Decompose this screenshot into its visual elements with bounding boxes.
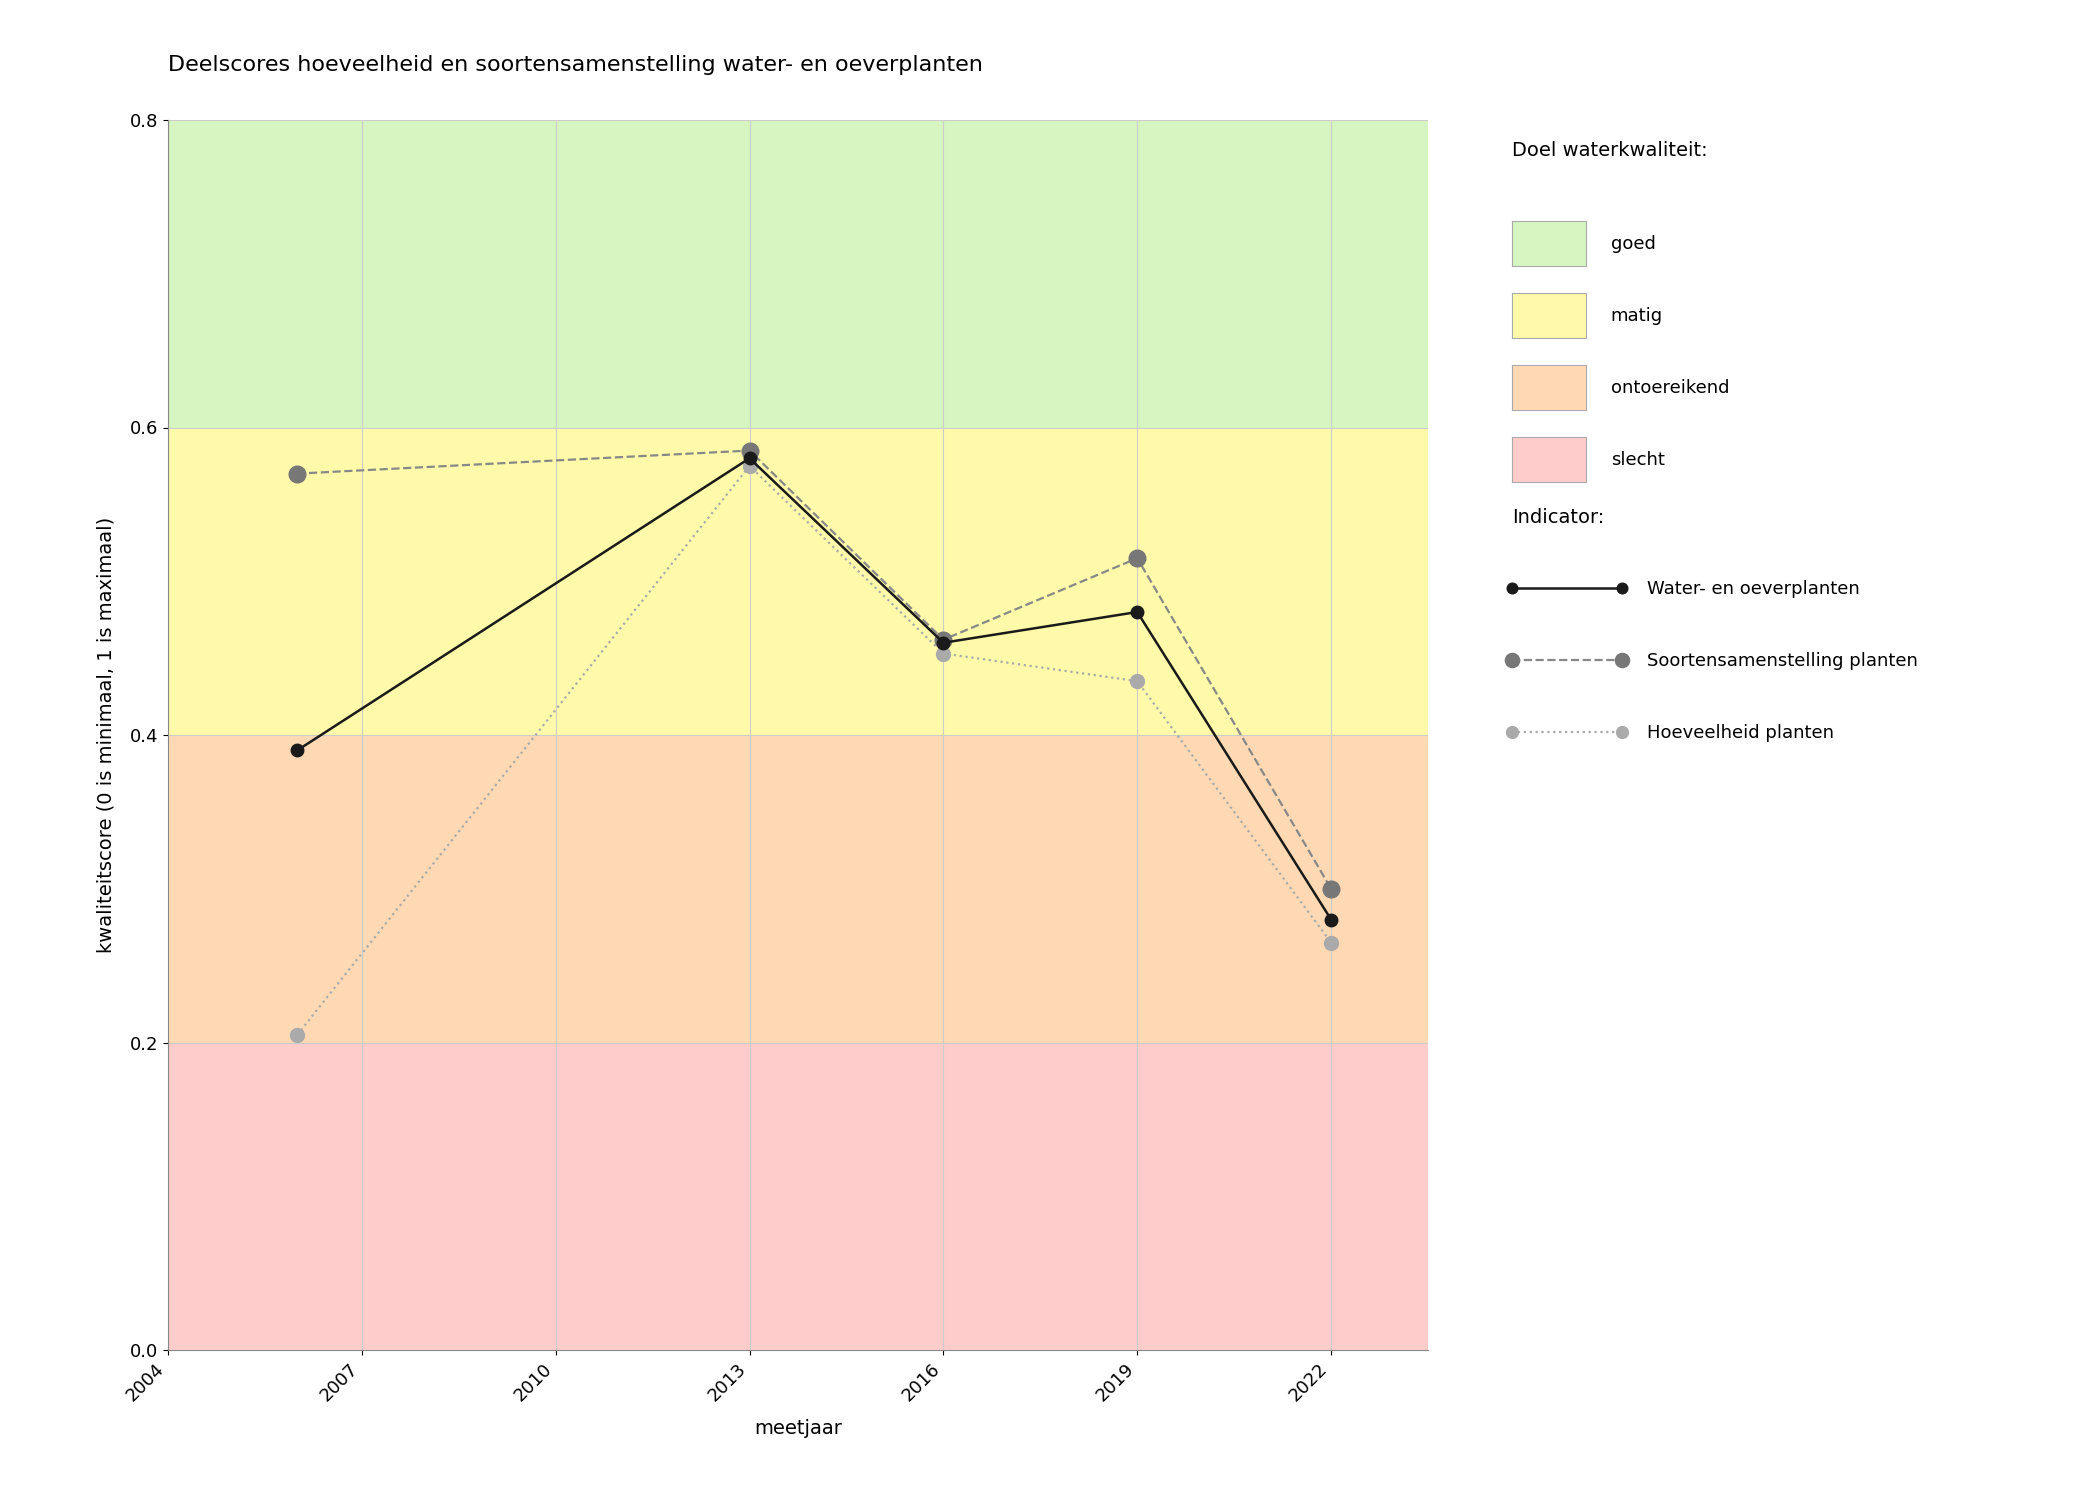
Soortensamenstelling planten (930, 630, 956, 648)
Water- en oeverplanten (737, 450, 762, 468)
Soortensamenstelling planten (1126, 549, 1151, 567)
Line: Hoeveelheid planten: Hoeveelheid planten (290, 459, 1338, 1042)
Water- en oeverplanten (1126, 603, 1151, 621)
Water- en oeverplanten (286, 741, 311, 759)
Bar (168, 735, 1428, 1042)
Line: Water- en oeverplanten: Water- en oeverplanten (292, 452, 1338, 926)
Hoeveelheid planten (1126, 672, 1151, 690)
Line: Soortensamenstelling planten: Soortensamenstelling planten (290, 442, 1340, 897)
Hoeveelheid planten (1319, 933, 1344, 951)
Bar (168, 427, 1428, 735)
Hoeveelheid planten (737, 458, 762, 476)
Text: Soortensamenstelling planten: Soortensamenstelling planten (1646, 652, 1917, 670)
Soortensamenstelling planten (737, 441, 762, 459)
Bar (168, 1042, 1428, 1350)
X-axis label: meetjaar: meetjaar (754, 1419, 842, 1437)
Y-axis label: kwaliteitscore (0 is minimaal, 1 is maximaal): kwaliteitscore (0 is minimaal, 1 is maxi… (97, 518, 116, 952)
Text: Hoeveelheid planten: Hoeveelheid planten (1646, 724, 1835, 742)
Text: goed: goed (1611, 234, 1655, 252)
Hoeveelheid planten (930, 645, 956, 663)
Text: Deelscores hoeveelheid en soortensamenstelling water- en oeverplanten: Deelscores hoeveelheid en soortensamenst… (168, 56, 983, 75)
Text: slecht: slecht (1611, 450, 1665, 468)
Water- en oeverplanten (930, 633, 956, 651)
Soortensamenstelling planten (1319, 879, 1344, 897)
Water- en oeverplanten (1319, 910, 1344, 928)
Bar (168, 120, 1428, 427)
Text: Water- en oeverplanten: Water- en oeverplanten (1646, 580, 1861, 598)
Hoeveelheid planten (286, 1026, 311, 1044)
Text: matig: matig (1611, 306, 1663, 324)
Text: Doel waterkwaliteit:: Doel waterkwaliteit: (1512, 141, 1707, 159)
Text: ontoereikend: ontoereikend (1611, 378, 1728, 396)
Text: Indicator:: Indicator: (1512, 507, 1604, 526)
Soortensamenstelling planten (286, 465, 311, 483)
